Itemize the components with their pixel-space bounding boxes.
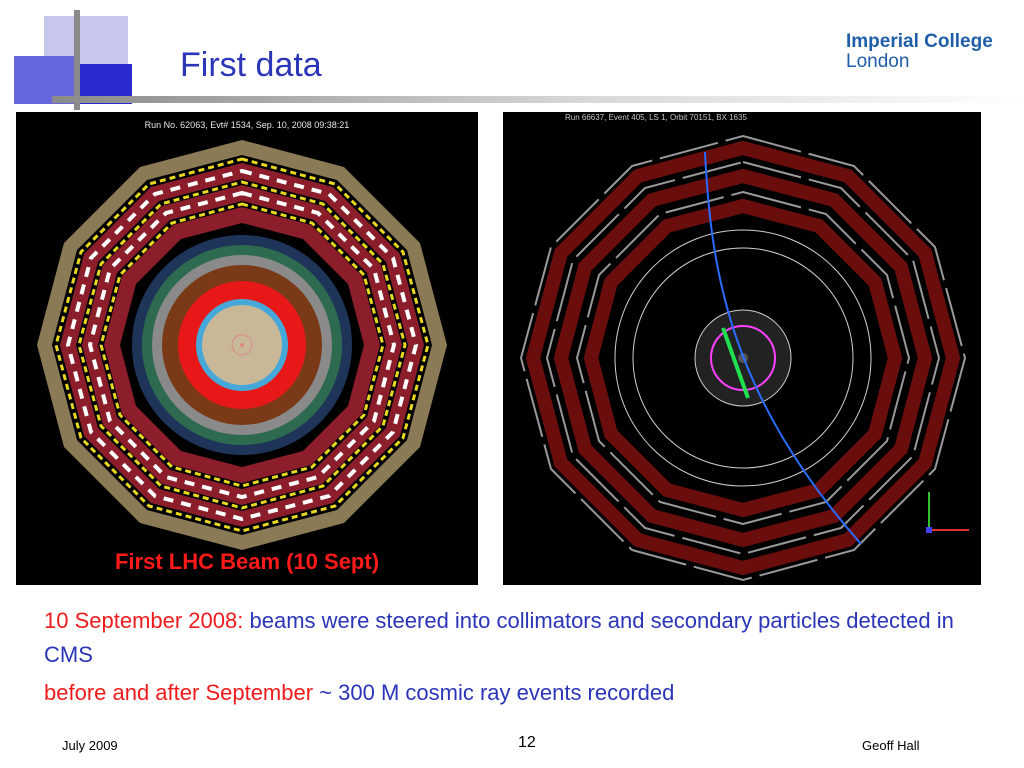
slide-title: First data — [180, 46, 322, 84]
first-beam-event-display: Run No. 62063, Evt# 1534, Sep. 10, 2008 … — [16, 112, 478, 585]
footer-author: Geoff Hall — [862, 738, 920, 753]
bullet-2: before and after September ~ 300 M cosmi… — [44, 680, 675, 705]
beam-caption: First LHC Beam (10 Sept) — [114, 549, 380, 574]
cms-cosmic-graphic — [519, 134, 969, 582]
run-label: Run No. 62063, Evt# 1534, Sep. 10, 2008 … — [144, 120, 350, 130]
bullet-1: 10 September 2008: beams were steered in… — [44, 608, 954, 667]
page-number: 12 — [518, 734, 536, 751]
corner-decoration — [0, 0, 180, 112]
footer-date: July 2009 — [62, 738, 118, 753]
cms-detector-graphic — [37, 140, 447, 550]
cosmic-event-display: Run 66637, Event 405, LS 1, Orbit 70151,… — [503, 112, 981, 585]
imperial-college-logo: Imperial College London — [846, 31, 993, 72]
run-label: Run 66637, Event 405, LS 1, Orbit 70151,… — [565, 113, 747, 122]
title-rule — [52, 96, 1024, 103]
